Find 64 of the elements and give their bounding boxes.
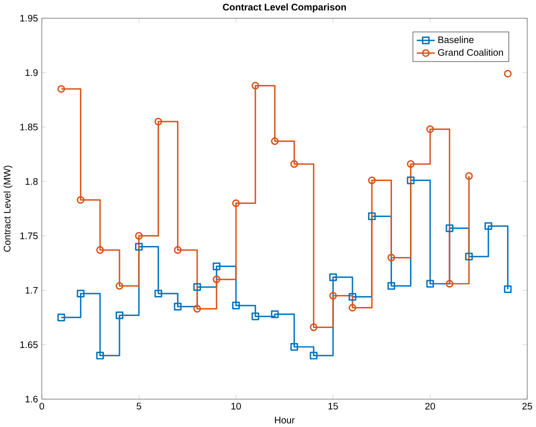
chart-title: Contract Level Comparison [222,4,346,12]
point [446,224,454,232]
point [348,304,356,312]
point [290,160,298,168]
point [504,70,512,78]
point [154,290,162,298]
point [406,176,415,184]
point [329,273,337,282]
y-axis-title: Contract Level (MW) [4,166,12,252]
y-tick-label: 1.95 [20,14,38,22]
point [426,280,434,288]
point [96,246,104,254]
point [252,82,260,90]
y-tick-label: 1.85 [20,124,38,130]
point [387,282,396,290]
point [193,283,201,291]
x-tick-label: 20 [425,402,436,410]
point [368,176,376,184]
point [193,304,201,313]
point [57,314,66,322]
legend-label: Grand Coalition [438,48,503,56]
y-tick-label: 1.8 [26,178,38,185]
point [174,246,182,254]
point [329,292,337,300]
point [484,222,492,230]
x-tick-label: 0 [40,402,44,410]
point [368,212,376,220]
point [154,118,162,126]
point [310,323,318,332]
point [446,280,454,288]
point [465,252,473,260]
point [232,302,240,310]
point [348,292,356,301]
point [504,285,512,294]
point [212,276,220,284]
point [76,290,85,298]
y-tick-label: 1.65 [20,341,38,348]
point [135,232,143,240]
x-tick-label: 10 [231,402,241,410]
point [76,196,85,204]
point [406,160,415,168]
point [290,343,298,351]
point [426,125,434,134]
legend-label: Baseline [438,36,474,44]
point [96,352,104,360]
point [212,262,220,270]
y-tick-label: 1.6 [26,396,38,402]
point [252,312,260,320]
point [310,352,318,360]
x-tick-label: 5 [136,402,142,410]
point [135,242,143,251]
point [116,311,124,320]
x-axis-title: Hour [275,416,295,424]
point [270,310,279,318]
y-tick-label: 1.75 [20,232,38,240]
x-tick-label: 15 [328,402,338,410]
point [270,137,279,146]
x-tick-label: 25 [522,402,532,410]
point [174,302,182,310]
point [232,199,240,208]
y-tick-label: 1.9 [26,69,38,76]
point [116,282,124,290]
point [387,254,396,262]
y-tick-label: 1.7 [26,287,38,294]
